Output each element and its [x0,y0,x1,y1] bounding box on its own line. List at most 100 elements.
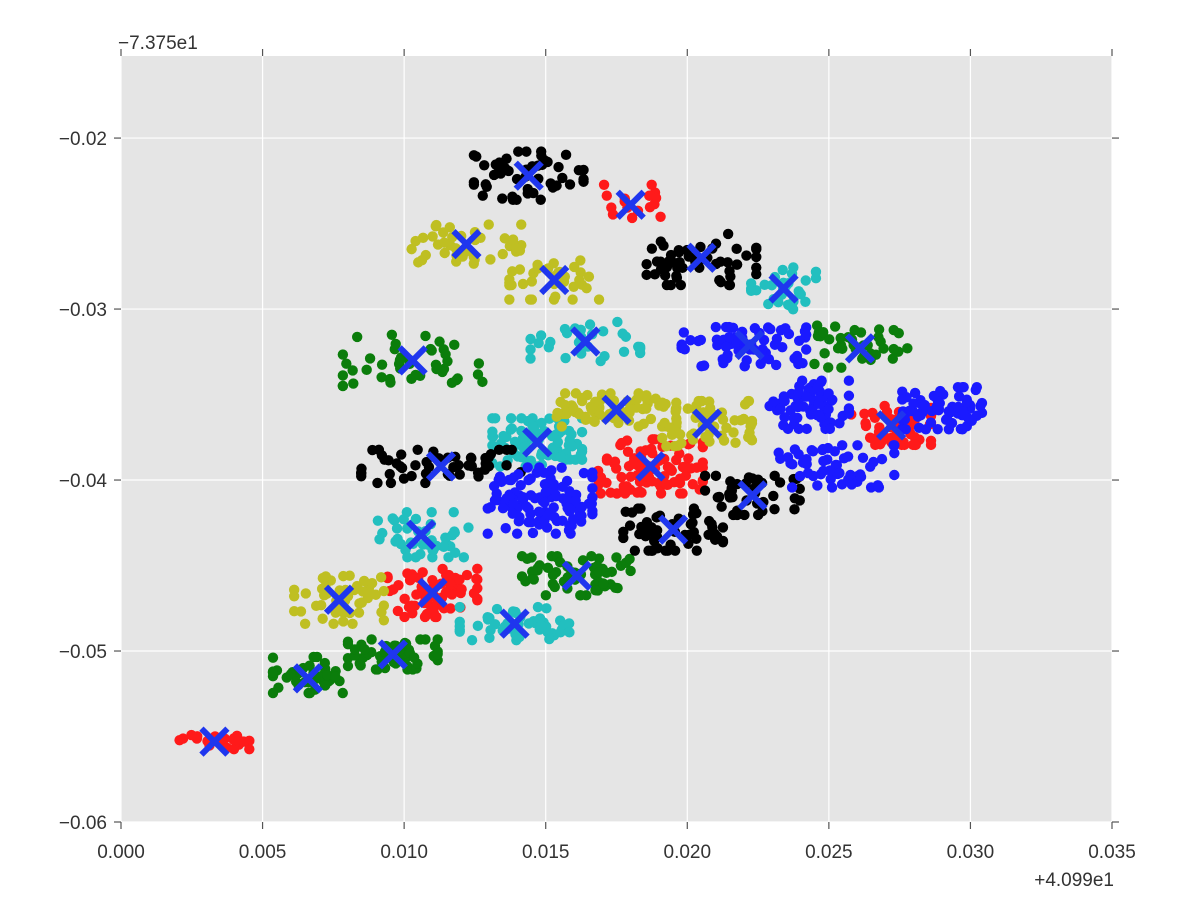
scatter-point [873,332,884,343]
scatter-point [527,413,538,424]
scatter-point [836,479,848,490]
scatter-point [627,458,639,469]
scatter-point [818,327,829,338]
scatter-point [568,281,579,292]
scatter-point [843,375,855,386]
scatter-point [728,427,739,438]
scatter-point [330,671,341,682]
centroid-stroke [615,189,646,220]
scatter-point [616,471,627,483]
scatter-point [872,480,884,491]
centroid-marker [377,639,408,670]
scatter-point [533,506,545,517]
centroid-marker [658,514,689,545]
centroid-marker [601,394,632,426]
x-tick-label: 0.020 [664,842,712,863]
scatter-point [560,352,571,364]
scatter-point [552,407,563,419]
scatter-point [427,552,438,563]
scatter-point [908,398,919,409]
centroid-stroke [539,264,570,296]
scatter-point [611,552,622,563]
scatter-point [501,460,512,471]
scatter-point [878,343,889,354]
scatter-point [576,395,588,407]
scatter-point [468,588,480,599]
scatter-point [304,660,315,671]
scatter-point [801,458,812,470]
x-offset-label: +4.099e1 [1034,870,1114,891]
scatter-point [506,423,518,434]
scatter-point [337,687,348,699]
scatter-point [535,146,547,157]
scatter-point [472,620,484,632]
scatter-point [351,331,363,343]
scatter-point [789,444,801,455]
scatter-point [935,385,946,397]
scatter-point [622,446,634,457]
scatter-point [304,687,316,699]
scatter-point [655,488,667,499]
scatter-point [555,396,566,408]
scatter-point [461,569,473,581]
scatter-point [814,410,825,422]
scatter-point [646,179,657,190]
scatter-point [777,264,788,276]
scatter-point [662,545,673,556]
scatter-point [751,262,762,273]
scatter-point [699,485,711,496]
scatter-point [610,463,622,474]
scatter-point [491,603,503,615]
scatter-point [525,333,536,345]
scatter-point [311,651,323,663]
scatter-point [661,261,673,273]
scatter-point [813,398,824,409]
scatter-point [541,603,552,614]
scatter-point [567,514,579,525]
scatter-point [402,552,413,563]
x-tick-label: 0.030 [947,842,995,863]
scatter-point [655,211,666,222]
scatter-point [674,256,685,268]
scatter-point [621,435,633,446]
y-tick-label: −0.04 [59,471,108,492]
scatter-point [584,319,596,330]
centroid-stroke [844,333,876,364]
scatter-point [765,323,776,335]
scatter-point [874,439,886,450]
scatter-point [357,586,369,597]
scatter-point [410,460,421,471]
scatter-point [575,267,586,278]
scatter-point [601,455,613,466]
scatter-point [338,570,349,582]
scatter-point [970,384,981,396]
scatter-point [629,545,641,556]
scatter-point [186,729,197,741]
scatter-point [729,415,740,426]
scatter-point [829,321,841,332]
scatter-point [523,618,534,629]
centroid-markers [199,160,907,757]
scatter-point [818,455,829,467]
scatter-point [758,334,770,346]
scatter-point [682,403,694,414]
x-tick-label: 0.015 [522,842,570,863]
scatter-point [299,618,311,629]
scatter-point [775,403,786,415]
scatter-point [932,424,943,435]
scatter-point [542,156,553,168]
scatter-point [715,276,727,288]
scatter-point [427,574,438,586]
centroid-stroke [406,519,437,550]
scatter-point [440,570,452,581]
scatter-point [499,162,511,174]
centroid-stroke [377,639,408,670]
scatter-point [426,506,437,518]
scatter-point [388,584,399,595]
x-tick-label: 0.005 [239,842,287,863]
scatter-point [909,439,921,451]
centroid-marker [844,333,876,364]
scatter-point [720,321,732,333]
scatter-point [384,468,395,480]
scatter-point [867,433,878,444]
